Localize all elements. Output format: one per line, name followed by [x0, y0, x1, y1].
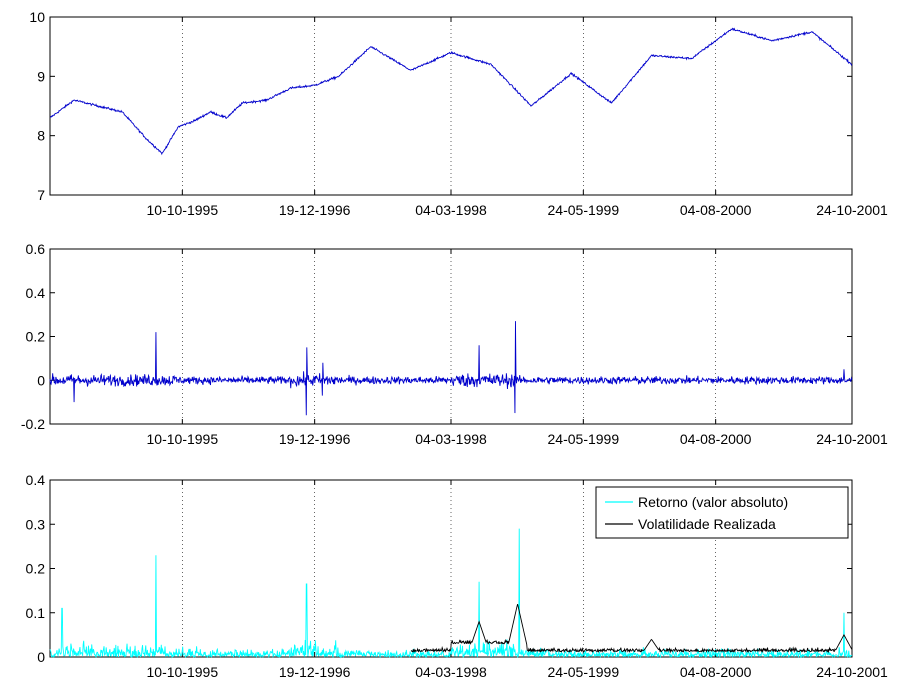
x-tick-label: 04-08-2000 — [680, 664, 752, 680]
y-tick-label: 0.6 — [26, 241, 46, 257]
x-tick-label: 24-10-2001 — [816, 202, 888, 218]
y-tick-label: 0.1 — [26, 605, 46, 621]
series — [49, 321, 853, 416]
x-tick-label: 19-12-1996 — [279, 664, 351, 680]
x-grid — [50, 16, 853, 196]
x-tick-label: 24-05-1999 — [548, 202, 620, 218]
y-tick-label: 8 — [37, 128, 45, 144]
panel-volatility: 0 0.1 0.2 0.3 0.4 10-10-1995 19-12-1996 … — [26, 472, 888, 680]
x-tick-label: 04-03-1998 — [415, 431, 487, 447]
y-tick-label: 0.2 — [26, 329, 46, 345]
x-axis: 10-10-1995 19-12-1996 04-03-1998 24-05-1… — [147, 202, 888, 218]
x-tick-label: 19-12-1996 — [279, 431, 351, 447]
series — [49, 27, 853, 156]
x-tick-label: 04-03-1998 — [415, 202, 487, 218]
y-tick-label: 0 — [37, 649, 45, 665]
y-tick-label: 0 — [37, 372, 45, 388]
x-tick-label: 04-08-2000 — [680, 202, 752, 218]
x-tick-label: 04-03-1998 — [415, 664, 487, 680]
x-tick-label: 24-10-2001 — [816, 664, 888, 680]
plot-area — [49, 248, 853, 425]
series-line-retorno — [49, 528, 853, 659]
series-line-volatilidade — [410, 603, 853, 654]
y-tick-label: 7 — [37, 187, 45, 203]
y-tick-label: 0.3 — [26, 516, 46, 532]
x-tick-label: 10-10-1995 — [147, 202, 219, 218]
legend-label-volatilidade: Volatilidade Realizada — [638, 516, 776, 532]
y-tick-label: 0.2 — [26, 561, 46, 577]
y-axis: 0 0.1 0.2 0.3 0.4 — [26, 472, 46, 665]
x-tick-label: 19-12-1996 — [279, 202, 351, 218]
x-axis: 10-10-1995 19-12-1996 04-03-1998 24-05-1… — [147, 431, 888, 447]
y-tick-label: 0.4 — [26, 285, 46, 301]
panel-price: 7 8 9 10 10-10-1995 19-12-1996 04-03-199… — [29, 9, 888, 218]
legend-box — [595, 486, 849, 539]
x-axis: 10-10-1995 19-12-1996 04-03-1998 24-05-1… — [147, 664, 888, 680]
x-tick-label: 24-05-1999 — [548, 431, 620, 447]
y-tick-label: 0.4 — [26, 472, 46, 488]
x-tick-label: 10-10-1995 — [147, 664, 219, 680]
y-axis: -0.2 0 0.2 0.4 0.6 — [21, 241, 45, 432]
y-tick-label: 9 — [37, 68, 45, 84]
x-tick-label: 04-08-2000 — [680, 431, 752, 447]
x-tick-label: 10-10-1995 — [147, 431, 219, 447]
series-line — [49, 321, 853, 416]
series-line — [49, 27, 853, 156]
y-tick-label: 10 — [29, 9, 45, 25]
panel-returns: -0.2 0 0.2 0.4 0.6 10-10-1995 19-12-1996… — [21, 241, 888, 447]
y-axis: 7 8 9 10 — [29, 9, 45, 203]
x-tick-label: 24-05-1999 — [548, 664, 620, 680]
legend: Retorno (valor absoluto) Volatilidade Re… — [595, 486, 849, 539]
series — [49, 528, 853, 659]
legend-label-retorno: Retorno (valor absoluto) — [638, 494, 788, 510]
y-tick-label: -0.2 — [21, 416, 45, 432]
x-tick-label: 24-10-2001 — [816, 431, 888, 447]
